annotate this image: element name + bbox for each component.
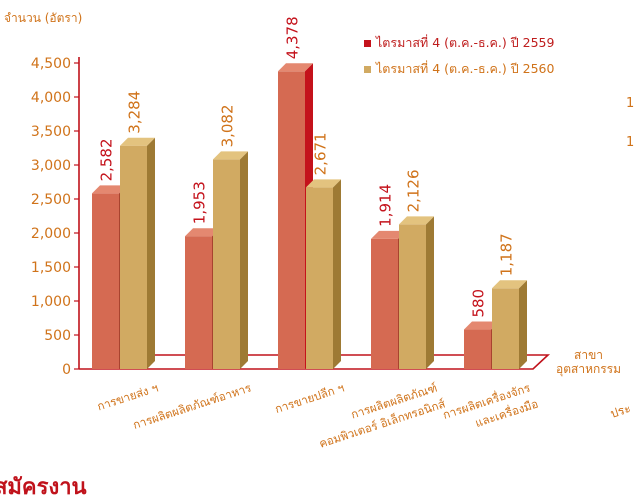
y-axis-title: จำนวน (อัตรา) [4,11,82,25]
legend-label: ไตรมาสที่ 4 (ต.ค.-ธ.ค.) ปี 2560 [375,60,555,76]
y-tick-label: 1,000 [31,294,71,310]
x-axis-title: อุตสาหกรรม [556,362,621,377]
bar-front [371,238,398,369]
bar-top [185,228,220,237]
data-label: 580 [470,289,488,318]
bar-front [278,71,305,370]
legend-swatch [364,40,371,47]
bar-side [147,137,155,369]
bar-top [399,216,434,225]
bar-front [213,159,240,369]
bar-series-2560 [399,216,434,369]
y-tick-label: 1,500 [31,260,71,276]
data-label: 3,284 [126,91,144,134]
bar-front [399,224,426,369]
y-tick-label: 3,000 [31,158,71,174]
bar-side [426,216,434,369]
data-label: 2,126 [405,169,423,212]
bar-side [240,151,248,369]
right-edge-text: 1 [626,96,634,111]
bar-top [120,137,155,146]
y-tick-label: 4,000 [31,90,71,106]
cropped-text: สมัครงาน 1 1 ประ [0,96,634,500]
x-tick-label: การขายส่ง ฯ [95,381,160,414]
bar-front [306,187,333,369]
bar-front [120,145,147,369]
bar-top [278,63,313,72]
chart-bars [92,63,527,370]
bar-series-2560 [213,151,248,369]
legend-label: ไตรมาสที่ 4 (ต.ค.-ธ.ค.) ปี 2559 [375,34,555,50]
bar-front [185,236,212,369]
bar-series-2560 [492,280,527,369]
y-tick-label: 0 [62,362,71,378]
data-label: 1,953 [191,181,209,224]
bar-top [464,321,499,330]
bar-top [213,151,248,160]
data-label: 4,378 [284,16,302,59]
data-label: 3,082 [219,104,237,147]
bar-front [92,193,119,369]
chart-legend: ไตรมาสที่ 4 (ต.ค.-ธ.ค.) ปี 2559 ไตรมาสที่… [364,34,555,76]
bar-side [519,280,527,369]
y-tick-label: 4,500 [31,56,71,72]
data-label: 2,582 [98,138,116,181]
chart-axes: จำนวน (อัตรา) 0 500 1,000 1,500 2,000 2,500 3,0… [4,11,621,378]
bar-top [306,179,341,188]
data-label: 2,671 [312,132,330,175]
bar-series-2560 [120,137,155,369]
bar-series-2560 [306,179,341,369]
x-tick-label: การขายปลีก ฯ [273,381,346,417]
bar-side [333,179,341,369]
bar-top [92,185,127,194]
right-edge-text: 1 [626,135,634,150]
y-tick-label: 3,500 [31,124,71,140]
y-tick-label: 500 [44,328,71,344]
legend-swatch [364,66,371,73]
bar-top [371,230,406,239]
y-tick-label: 2,000 [31,226,71,242]
y-tick-label: 2,500 [31,192,71,208]
right-edge-text: ประ [609,401,633,421]
bar-front [492,288,519,369]
page-heading: สมัครงาน [0,475,87,500]
x-axis-title: สาขา [574,348,603,362]
bar-top [492,280,527,289]
data-label: 1,914 [377,184,395,227]
bar-front [464,329,491,369]
data-label: 1,187 [498,233,516,276]
